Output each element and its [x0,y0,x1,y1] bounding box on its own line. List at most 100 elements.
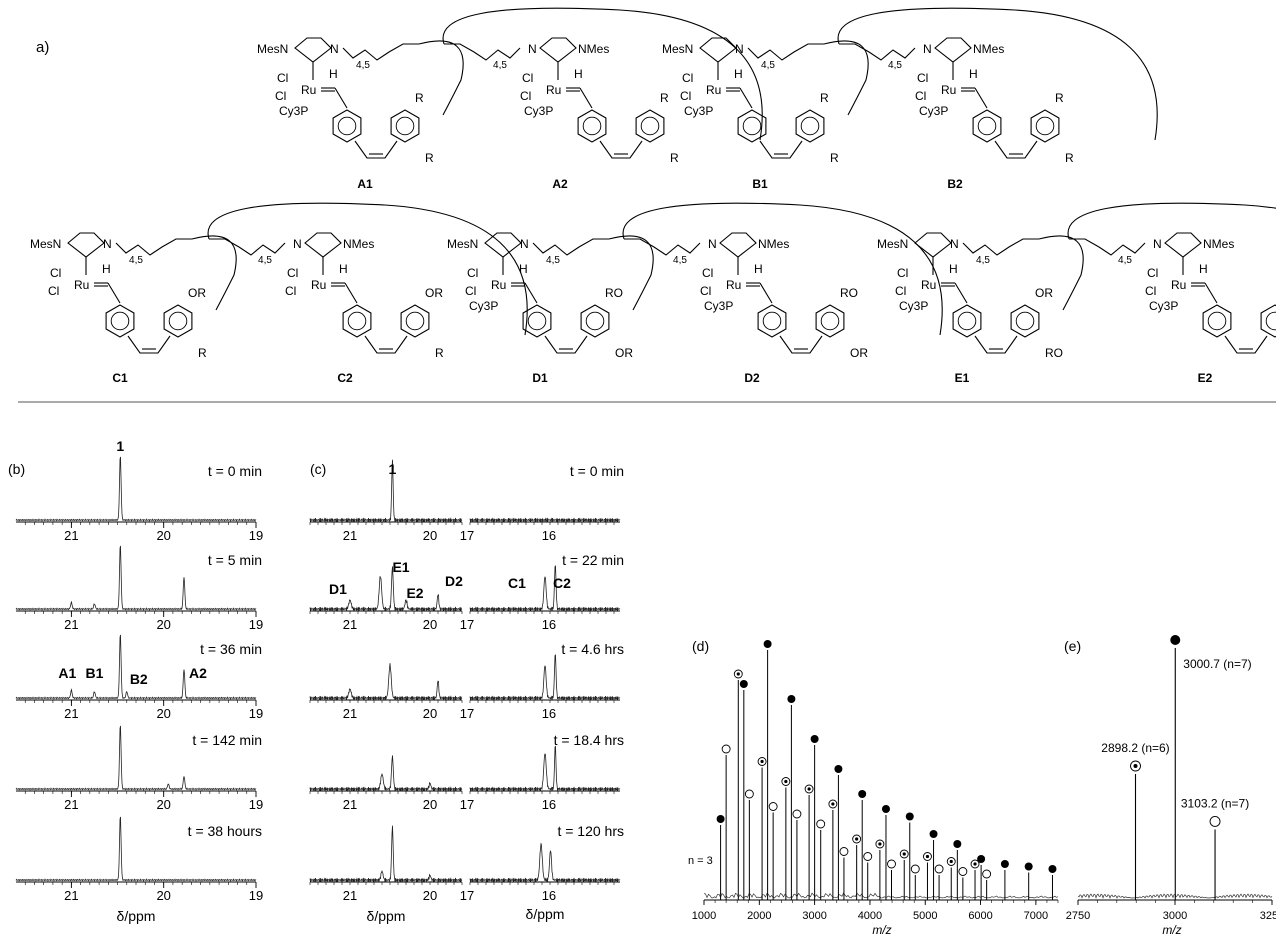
nmr-c-spectrum-left [309,459,463,523]
alkylidene-link [759,282,773,304]
nmr-b-tick-label: 19 [249,528,263,543]
nmr-c-trace-2: 21 20 17 16 t = 4.6 hrs [309,641,624,721]
panel-label-d: (d) [692,638,709,654]
ru-atom: Ru [941,83,956,97]
nhc-ring [539,37,577,63]
structure-c1: MesN N 4,5 Ru Cl Cl H OR R [30,232,237,360]
filled-circle-marker [905,812,914,821]
alkyl-tether [209,238,286,256]
cl-ligand-2: Cl [520,89,531,103]
alkylidene-link [1204,282,1218,304]
macrocycle-arc [442,7,763,141]
nmr-b-trace-0: 21 20 19 t = 0 min 1 [15,438,263,543]
cl-ligand-1: Cl [522,71,533,85]
nmr-c-peak-label: E2 [406,585,423,601]
cis-olefin-linker [599,140,643,159]
alkylidene-link [107,282,121,304]
aromatic-circle [527,311,547,331]
d-x-label: m/z [872,923,891,934]
substituent-r2: RO [1045,346,1063,360]
nhc-n-left: MesN [30,237,61,251]
nhc-ring [699,37,737,63]
substituent-r1: OR [425,286,443,300]
cis-olefin-linker [1224,335,1268,354]
aromatic-circle [585,311,605,331]
nmr-c-tick-label: 17 [460,617,474,632]
nmr-c-tick-label: 17 [460,528,474,543]
nmr-c-time-label: t = 18.4 hrs [554,732,624,748]
tether-length: 4,5 [356,60,370,71]
nmr-b-time-label: t = 38 hours [188,823,262,839]
alkylidene-link [524,282,538,304]
alkylidene-link [739,87,753,109]
nmr-c-tick-label: 16 [542,706,556,721]
compound-label-a2: A2 [552,177,568,191]
filled-circle-marker [929,830,938,838]
tether-length: 4,5 [258,255,272,266]
e-x-label: m/z [1162,923,1181,934]
d-x-tick-label: 6000 [968,910,992,922]
nhc-n-right: NMes [758,237,789,251]
macrocycle-arc [418,40,464,116]
nmr-b-time-label: t = 5 min [208,552,262,568]
macrocycle-arc [608,235,654,311]
dotted-circle-center [925,854,930,859]
cl-ligand-1: Cl [702,266,713,280]
arene-ring-1 [972,109,1002,143]
ru-atom: Ru [74,278,89,292]
arene-ring-2 [635,109,665,143]
nhc-n-right: N [950,237,959,251]
nmr-b-time-label: t = 142 min [192,732,262,748]
tether-length: 4,5 [976,255,990,266]
ru-atom: Ru [546,83,561,97]
alkyl-tether [342,43,419,61]
alkylidene-link [579,87,593,109]
open-circle-marker [910,864,920,874]
aromatic-circle [742,116,762,136]
nhc-n-left: N [708,237,717,251]
dotted-circle-center [949,859,953,864]
alkylidene-h: H [969,67,978,81]
nhc-n-left: N [528,42,537,56]
compound-label-d2: D2 [744,371,760,385]
open-circle-marker [1209,815,1221,827]
nmr-b-tick-label: 20 [156,617,170,632]
nmr-c-xlabel-right: δ/ppm [526,906,565,922]
phosphine-ligand: Cy3P [919,104,948,118]
cl-ligand-1: Cl [467,266,478,280]
tether-length: 4,5 [761,60,775,71]
nmr-b-tick-label: 20 [156,706,170,721]
nmr-c-time-label: t = 0 min [570,463,624,479]
aromatic-circle [1015,311,1035,331]
nmr-c-trace-1: 21 20 17 16 t = 22 min [309,552,624,632]
arene-ring-2 [163,304,193,338]
nmr-c-time-label: t = 4.6 hrs [561,641,624,657]
dotted-circle-center [973,862,977,866]
nmr-c-spectrum-right [469,517,621,523]
aromatic-circle [800,116,820,136]
arene-ring-1 [522,304,552,338]
macrocycle-arc [837,7,1158,141]
substituent-r1: OR [1035,286,1053,300]
alkylidene-link [344,282,358,304]
compound-label-d1: D1 [532,371,548,385]
nmr-b-time-label: t = 36 min [200,641,262,657]
e-peak-label: 2898.2 (n=6) [1101,741,1169,755]
nmr-c-tick-label: 17 [460,888,474,903]
nmr-b-spectrum [15,725,257,791]
substituent-r2: OR [615,346,633,360]
nhc-n-right: N [103,237,112,251]
d-x-tick-label: 2000 [747,910,771,922]
nmr-c-tick-label: 21 [343,888,357,903]
e-peak-label: 3103.2 (n=7) [1181,796,1249,810]
phosphine-ligand: Cy3P [524,104,553,118]
open-circle-marker [887,859,896,869]
nmr-c-spectrum-right [469,745,621,792]
nmr-c-xlabel: δ/ppm [367,908,406,924]
nmr-c-trace-3: 21 20 17 16 t = 18.4 hrs [309,732,624,812]
alkylidene-h: H [949,262,958,276]
e-x-tick-label: 3250 [1260,910,1276,922]
alkylidene-h: H [754,262,763,276]
